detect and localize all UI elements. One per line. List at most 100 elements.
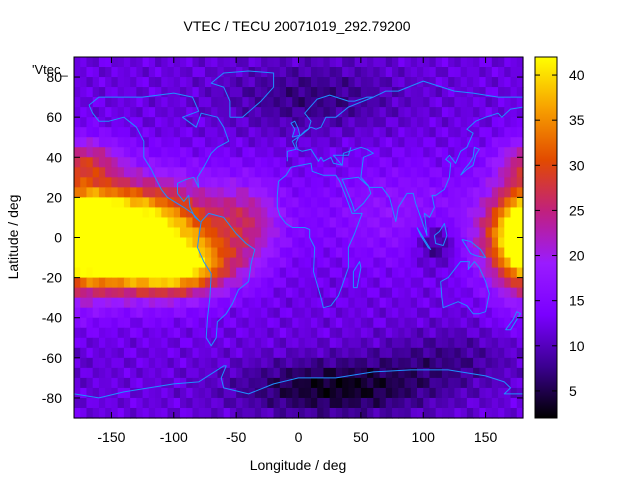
heatmap-cell xyxy=(379,257,387,269)
y-tick-label: -80 xyxy=(42,390,62,406)
heatmap-cell xyxy=(404,127,412,138)
heatmap-cell xyxy=(136,167,144,178)
heatmap-cell xyxy=(379,77,387,88)
heatmap-cell xyxy=(298,377,306,389)
heatmap-cell xyxy=(416,327,424,339)
heatmap-cell xyxy=(310,197,318,209)
heatmap-cell xyxy=(229,187,237,198)
heatmap-cell xyxy=(173,87,181,98)
heatmap-cell xyxy=(342,157,349,168)
heatmap-cell xyxy=(473,257,480,269)
heatmap-cell xyxy=(98,197,106,209)
heatmap-cell xyxy=(123,157,131,168)
heatmap-cell xyxy=(217,237,225,249)
heatmap-cell xyxy=(398,137,406,148)
heatmap-cell xyxy=(323,317,331,329)
heatmap-cell xyxy=(92,137,100,148)
heatmap-cell xyxy=(416,267,424,279)
heatmap-cell xyxy=(379,217,387,229)
heatmap-cell xyxy=(498,107,505,118)
heatmap-cell xyxy=(392,247,399,259)
heatmap-cell xyxy=(136,197,144,209)
heatmap-cell xyxy=(192,97,200,108)
heatmap-cell xyxy=(273,227,281,239)
heatmap-cell xyxy=(429,167,437,178)
heatmap-cell xyxy=(80,307,88,319)
heatmap-cell xyxy=(460,257,468,269)
heatmap-cell xyxy=(223,297,231,309)
heatmap-cell xyxy=(248,297,256,309)
heatmap-cell xyxy=(342,357,349,369)
heatmap-cell xyxy=(254,327,262,339)
heatmap-cell xyxy=(435,357,443,369)
heatmap-cell xyxy=(242,407,250,419)
heatmap-cell xyxy=(273,127,281,138)
heatmap-cell xyxy=(86,357,94,369)
heatmap-cell xyxy=(211,77,219,88)
heatmap-cell xyxy=(329,177,337,188)
heatmap-cell xyxy=(86,207,94,219)
heatmap-cell xyxy=(398,227,406,239)
heatmap-cell xyxy=(466,197,474,209)
heatmap-cell xyxy=(192,167,200,178)
heatmap-cell xyxy=(273,307,281,319)
heatmap-cell xyxy=(385,167,393,178)
heatmap-cell xyxy=(261,177,268,188)
heatmap-cell xyxy=(161,177,169,188)
heatmap-cell xyxy=(329,247,337,259)
heatmap-cell xyxy=(448,57,456,68)
heatmap-cell xyxy=(323,267,331,279)
heatmap-cell xyxy=(161,87,169,98)
heatmap-cell xyxy=(217,177,225,188)
heatmap-cell xyxy=(304,367,312,379)
heatmap-cell xyxy=(123,407,131,419)
heatmap-cell xyxy=(485,377,493,389)
colorbar-tick-label: 15 xyxy=(569,293,585,309)
heatmap-cell xyxy=(310,77,318,88)
heatmap-cell xyxy=(198,117,206,128)
heatmap-cell xyxy=(416,57,424,68)
heatmap-cell xyxy=(360,127,368,138)
heatmap-cell xyxy=(504,337,512,349)
heatmap-cell xyxy=(211,107,219,118)
heatmap-cell xyxy=(123,147,131,158)
heatmap-cell xyxy=(254,347,262,359)
heatmap-cell xyxy=(248,67,256,78)
heatmap-cell xyxy=(192,287,200,299)
heatmap-cell xyxy=(161,67,169,78)
heatmap-cell xyxy=(155,387,162,399)
heatmap-cell xyxy=(479,287,487,299)
coastline-new-guinea xyxy=(461,239,487,259)
heatmap-cell xyxy=(466,337,474,349)
heatmap-cell xyxy=(186,77,194,88)
heatmap-cell xyxy=(198,177,206,188)
heatmap-cell xyxy=(473,227,480,239)
heatmap-cell xyxy=(229,117,237,128)
heatmap-cell xyxy=(335,267,343,279)
heatmap-cell xyxy=(516,157,524,168)
heatmap-cell xyxy=(242,217,250,229)
heatmap-cell xyxy=(292,337,300,349)
heatmap-cell xyxy=(385,337,393,349)
heatmap-cell xyxy=(398,357,406,369)
heatmap-cell xyxy=(105,307,113,319)
heatmap-cell xyxy=(373,177,381,188)
heatmap-cell xyxy=(286,197,293,209)
heatmap-cell xyxy=(236,87,243,98)
heatmap-cell xyxy=(348,177,356,188)
heatmap-cell xyxy=(292,207,300,219)
heatmap-cell xyxy=(441,147,449,158)
heatmap-cell xyxy=(130,307,137,319)
heatmap-cell xyxy=(186,187,194,198)
heatmap-cell xyxy=(504,207,512,219)
heatmap-cell xyxy=(292,87,300,98)
heatmap-cell xyxy=(466,287,474,299)
heatmap-cell xyxy=(335,347,343,359)
heatmap-cell xyxy=(342,277,349,289)
heatmap-cell xyxy=(80,217,88,229)
heatmap-cell xyxy=(111,187,119,198)
heatmap-cell xyxy=(429,87,437,98)
heatmap-cell xyxy=(236,237,243,249)
heatmap-cell xyxy=(167,257,175,269)
heatmap-cell xyxy=(298,187,306,198)
